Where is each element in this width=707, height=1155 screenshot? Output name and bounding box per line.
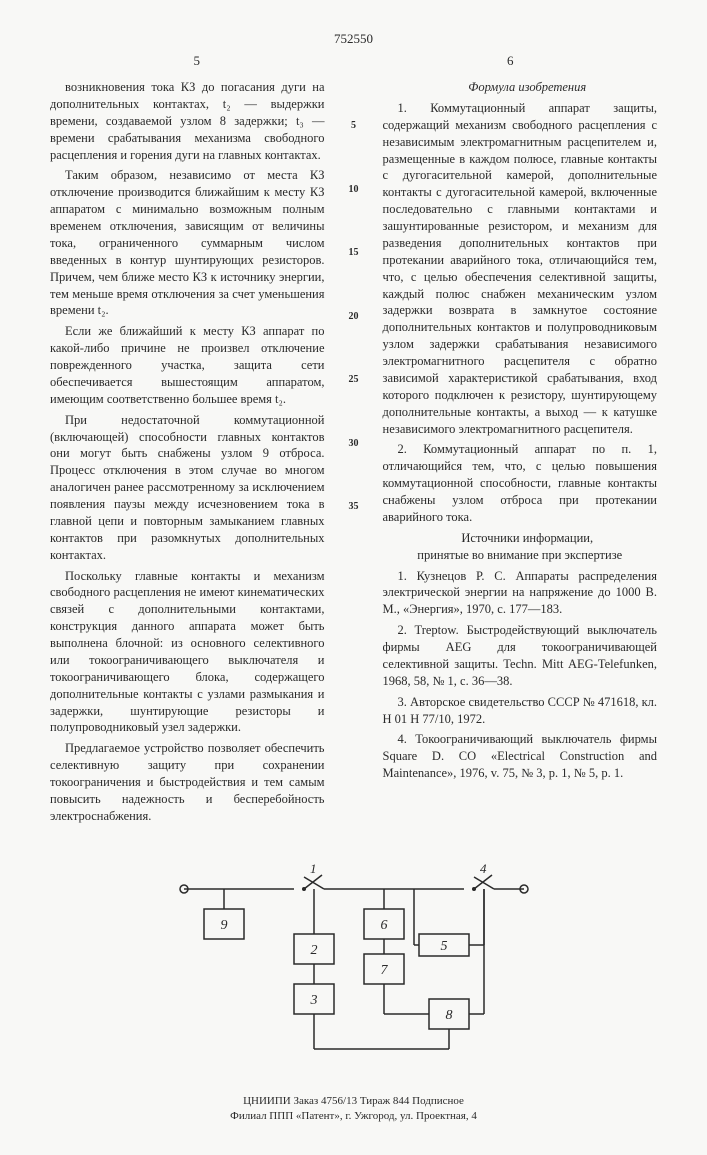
column-numbers: 5 6 — [50, 52, 657, 70]
para: Предлагаемое устройство позволяет обеспе… — [50, 740, 325, 824]
para: Поскольку главные контакты и механизм св… — [50, 568, 325, 737]
col-num-right: 6 — [364, 52, 658, 70]
text-columns: возникновения тока КЗ до погасания дуги … — [50, 79, 657, 829]
right-column: Формула изобретения 1. Коммутационный ап… — [383, 79, 658, 829]
svg-text:8: 8 — [445, 1008, 452, 1023]
para: При недостаточной коммутационной (включа… — [50, 412, 325, 564]
para: возникновения тока КЗ до погасания дуги … — [50, 79, 325, 163]
line-num: 25 — [349, 373, 359, 387]
svg-text:2: 2 — [310, 943, 317, 958]
para: Если же ближайший к месту КЗ аппарат по … — [50, 323, 325, 407]
patent-number: 752550 — [50, 30, 657, 48]
line-num: 10 — [349, 183, 359, 197]
sources-title: Источники информации, принятые во вниман… — [383, 530, 658, 564]
svg-text:3: 3 — [309, 993, 317, 1008]
formula-title: Формула изобретения — [383, 79, 658, 96]
circuit-diagram: 9 1 2 3 6 7 5 4 8 — [164, 849, 544, 1079]
source: 3. Авторское свидетельство СССР № 471618… — [383, 694, 658, 728]
line-num: 30 — [349, 437, 359, 451]
line-num: 35 — [349, 500, 359, 514]
col-num-left: 5 — [50, 52, 344, 70]
source: 1. Кузнецов Р. С. Аппараты распределения… — [383, 568, 658, 619]
line-num: 5 — [351, 119, 356, 133]
line-num: 20 — [349, 310, 359, 324]
footer-line: Филиал ППП «Патент», г. Ужгород, ул. Про… — [50, 1109, 657, 1124]
left-column: возникновения тока КЗ до погасания дуги … — [50, 79, 325, 829]
para: Таким образом, независимо от места КЗ от… — [50, 167, 325, 319]
source: 4. Токоограничивающий выключатель фирмы … — [383, 731, 658, 782]
svg-text:7: 7 — [380, 963, 388, 978]
svg-text:5: 5 — [440, 939, 447, 954]
footer-line: ЦНИИПИ Заказ 4756/13 Тираж 844 Подписное — [50, 1094, 657, 1109]
footer: ЦНИИПИ Заказ 4756/13 Тираж 844 Подписное… — [50, 1094, 657, 1125]
svg-text:6: 6 — [380, 918, 387, 933]
svg-text:9: 9 — [220, 918, 227, 933]
source: 2. Treptow. Быстродействующий выключател… — [383, 622, 658, 690]
svg-text:1: 1 — [310, 861, 317, 876]
line-num: 15 — [349, 246, 359, 260]
claim: 2. Коммутационный аппарат по п. 1, отлич… — [383, 441, 658, 525]
svg-text:4: 4 — [480, 861, 487, 876]
claim: 1. Коммутационный аппарат защиты, содерж… — [383, 100, 658, 438]
line-number-gutter: 5 10 15 20 25 30 35 — [345, 79, 363, 829]
